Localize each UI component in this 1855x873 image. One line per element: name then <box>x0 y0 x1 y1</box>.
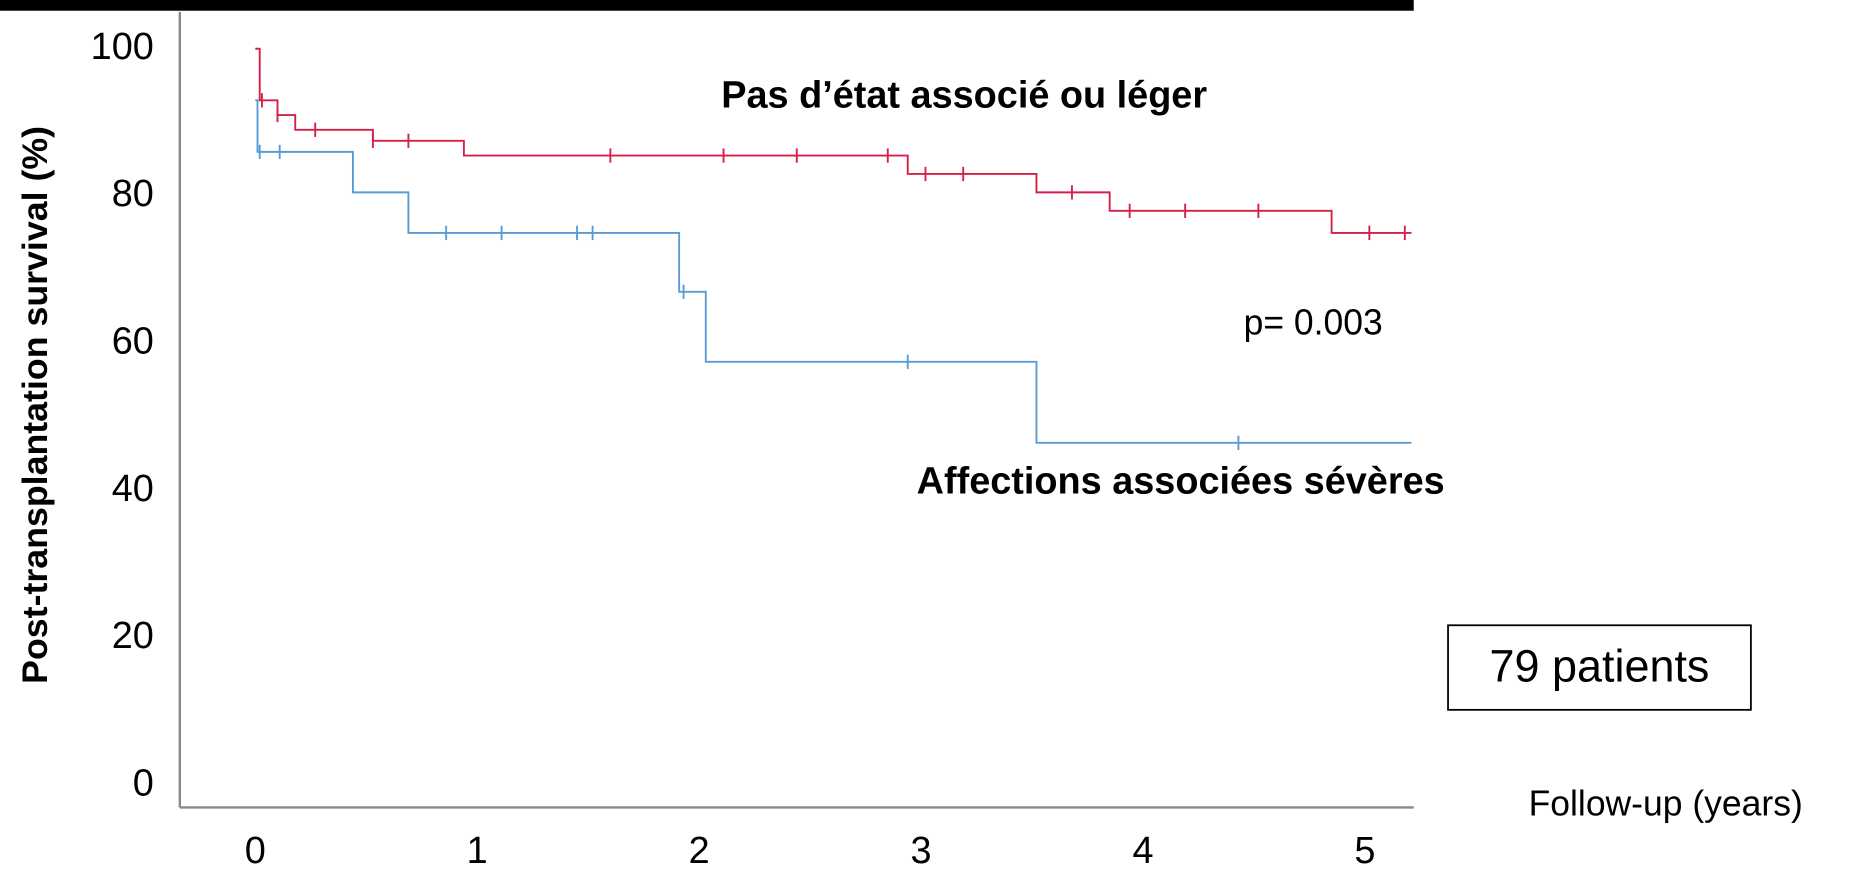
survival-curve <box>255 99 1412 444</box>
x-tick-label: 3 <box>911 830 932 872</box>
series-label: Affections associées sévères <box>917 460 1445 502</box>
x-tick-label: 1 <box>467 830 488 872</box>
y-tick-label: 40 <box>112 468 154 510</box>
y-tick-label: 60 <box>112 320 154 362</box>
y-tick-label: 100 <box>91 26 154 68</box>
x-tick-label: 0 <box>245 830 266 872</box>
count-label: 79 patients <box>1490 640 1710 691</box>
y-axis-label: Post-transplantation survival (%) <box>15 126 55 684</box>
y-tick-label: 20 <box>112 615 154 657</box>
y-tick-label: 0 <box>133 762 154 804</box>
x-tick-label: 5 <box>1354 830 1375 872</box>
x-tick-label: 2 <box>689 830 710 872</box>
y-tick-label: 80 <box>112 173 154 215</box>
survival-curve <box>255 47 1412 234</box>
count-box <box>1447 624 1752 711</box>
x-tick-label: 4 <box>1132 830 1153 872</box>
x-axis-label: Follow-up (years) <box>1529 784 1803 824</box>
p-value: p= 0.003 <box>1244 302 1383 342</box>
series-label: Pas d’état associé ou léger <box>721 75 1207 117</box>
top-bar <box>0 0 1414 11</box>
